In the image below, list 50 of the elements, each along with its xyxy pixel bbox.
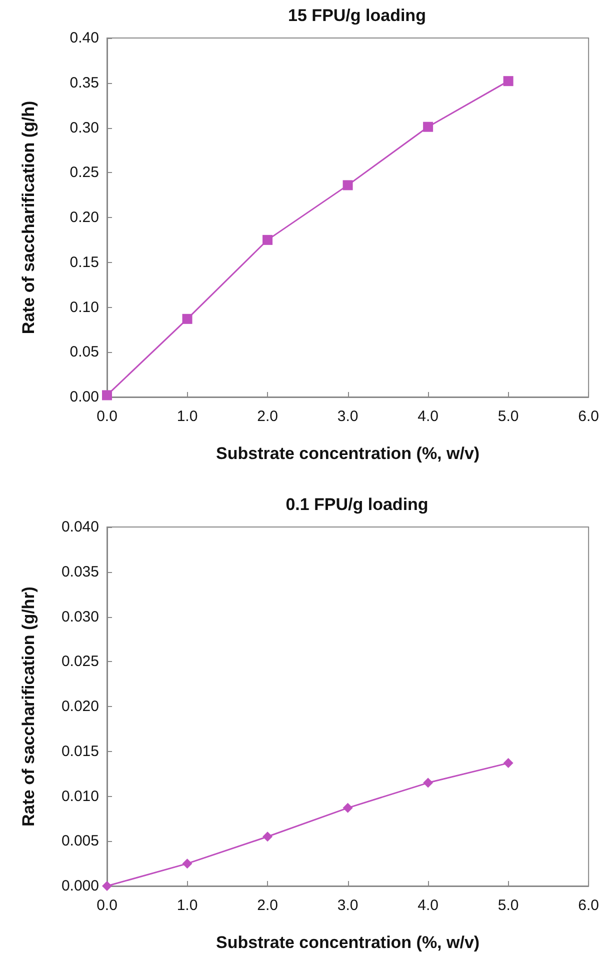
point [262,234,273,245]
point [342,802,353,813]
y-tick-label: 0.035 [61,563,99,580]
point [423,122,434,132]
point [342,180,353,190]
x-tick-label: 0.0 [96,897,118,914]
y-tick-label: 0.040 [61,518,99,536]
y-axis-title: Rate of saccharification (g/h) [19,100,38,334]
point [102,881,112,891]
x-tick-label: 1.0 [176,408,198,425]
y-tick-label: 0.025 [61,653,99,670]
y-tick-label: 0.40 [70,30,99,46]
x-tick-label: 4.0 [418,897,438,914]
x-tick-label: 1.0 [176,897,198,914]
y-tick-label: 0.010 [61,788,99,805]
x-tick-label: 6.0 [578,408,600,425]
chart-title: 0.1 FPU/g loading [286,495,428,514]
y-tick-label: 0.35 [70,74,99,92]
y-tick-label: 0.10 [70,298,99,316]
x-tick-label: 5.0 [498,408,519,425]
y-tick-label: 0.00 [70,388,99,406]
y-axis-title: Rate of saccharification (g/hr) [19,586,38,826]
point [262,832,273,842]
y-tick-label: 0.15 [70,254,99,271]
x-tick-label: 6.0 [578,897,600,914]
y-tick-label: 0.05 [70,344,99,361]
y-tick-label: 0.005 [61,832,99,850]
x-tick-label: 3.0 [337,408,358,425]
x-tick-label: 3.0 [337,897,358,914]
y-tick-label: 0.25 [70,164,99,182]
y-tick-label: 0.015 [61,742,99,760]
x-axis-title: Substrate concentration (%, w/v) [216,444,480,463]
x-tick-label: 2.0 [257,897,278,914]
point [182,858,192,869]
y-tick-label: 0.030 [61,608,99,626]
y-tick-label: 0.20 [70,209,99,226]
y-tick-label: 0.020 [61,698,99,715]
x-axis-title: Substrate concentration (%, w/v) [216,933,480,952]
point [102,390,112,400]
chart-title: 15 FPU/g loading [288,6,426,25]
y-tick-label: 0.30 [70,119,99,136]
x-tick-label: 4.0 [418,408,438,425]
point [423,778,434,788]
point [182,314,192,324]
y-tick-label: 0.000 [61,878,99,894]
point [503,76,514,86]
x-tick-label: 2.0 [257,408,278,425]
x-tick-label: 5.0 [498,897,519,914]
point [503,758,514,768]
x-tick-label: 0.0 [96,408,118,425]
